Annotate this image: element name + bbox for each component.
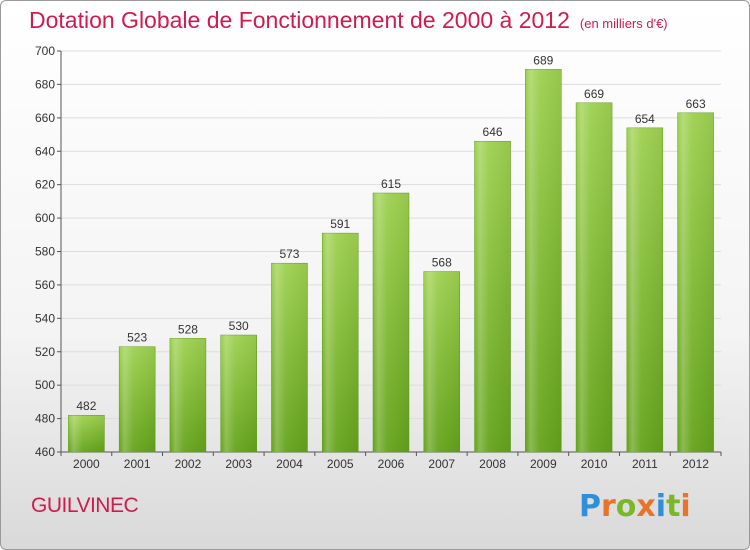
bars [68,69,714,453]
x-tick-label: 2008 [479,457,506,471]
bar-value-label: 669 [584,87,604,101]
logo-letter: o [615,489,637,524]
x-tick-label: 2011 [632,457,658,471]
bar-sheen [525,69,562,453]
bar-value-label: 568 [432,256,452,270]
logo-letter: t [666,489,681,524]
bar-sheen [373,193,409,453]
bar-sheen [677,112,714,452]
x-tick-label: 2005 [327,457,354,471]
proxiti-logo: Proxiti [579,489,691,524]
logo-letter: P [579,489,601,524]
bar-value-label: 689 [533,53,553,67]
y-tick-label: 680 [35,77,55,91]
y-tick-label: 600 [35,211,55,225]
bar-sheen [169,338,206,452]
x-tick-label: 2006 [378,457,405,471]
bar-value-label: 663 [686,97,706,111]
bar-value-label: 654 [635,112,655,126]
bar-value-label: 482 [76,399,96,413]
x-tick-label: 2004 [276,457,303,471]
x-tick-label: 2010 [581,457,608,471]
x-tick-label: 2009 [530,457,557,471]
bar-value-label: 530 [229,319,249,333]
bar-sheen [271,263,308,452]
value-labels: 482 523 528 530 573 591 615 568 646 689 669 654 663 [76,53,706,413]
chart-title: Dotation Globale de Fonctionnement de 20… [29,7,668,33]
y-tick-label: 540 [35,311,55,325]
x-tick-label: 2007 [428,457,455,471]
chart-subtitle: (en milliers d'€) [579,16,668,31]
y-tick-label: 700 [35,44,55,58]
bar-value-label: 573 [279,247,299,261]
bar-sheen [626,127,663,452]
x-tick-label: 2001 [124,457,151,471]
logo-letter: r [601,489,616,524]
x-tick-label: 2012 [682,457,709,471]
y-tick-label: 500 [35,378,55,392]
x-tick-label: 2000 [73,457,100,471]
logo-letter: i [655,489,667,524]
axes: 460 480 500 520 540 560 580 600 620 640 660 680 700 2… [35,44,722,471]
bar-sheen [423,271,460,452]
bar-sheen [68,415,105,452]
bar-value-label: 646 [483,125,503,139]
bar-sheen [474,141,511,452]
y-tick-label: 480 [35,412,55,426]
bar-value-label: 528 [178,322,198,336]
x-tick-label: 2002 [175,457,202,471]
y-tick-label: 660 [35,111,55,125]
x-tick-label: 2003 [225,457,252,471]
y-tick-label: 640 [35,144,55,158]
bar-value-label: 615 [381,177,401,191]
bar-value-label: 523 [127,331,147,345]
bar-sheen [119,346,156,452]
y-tick-label: 620 [35,178,55,192]
logo-letter: x [636,489,656,524]
bar-sheen [576,102,613,452]
bar-sheen [322,233,359,452]
bar-value-label: 591 [330,217,350,231]
commune-name: GUILVINEC [31,494,139,517]
y-tick-label: 580 [35,245,55,259]
bar-sheen [220,335,257,452]
y-tick-label: 560 [35,278,55,292]
y-tick-label: 520 [35,345,55,359]
logo-letter: i [680,489,691,524]
y-tick-label: 460 [35,445,55,459]
